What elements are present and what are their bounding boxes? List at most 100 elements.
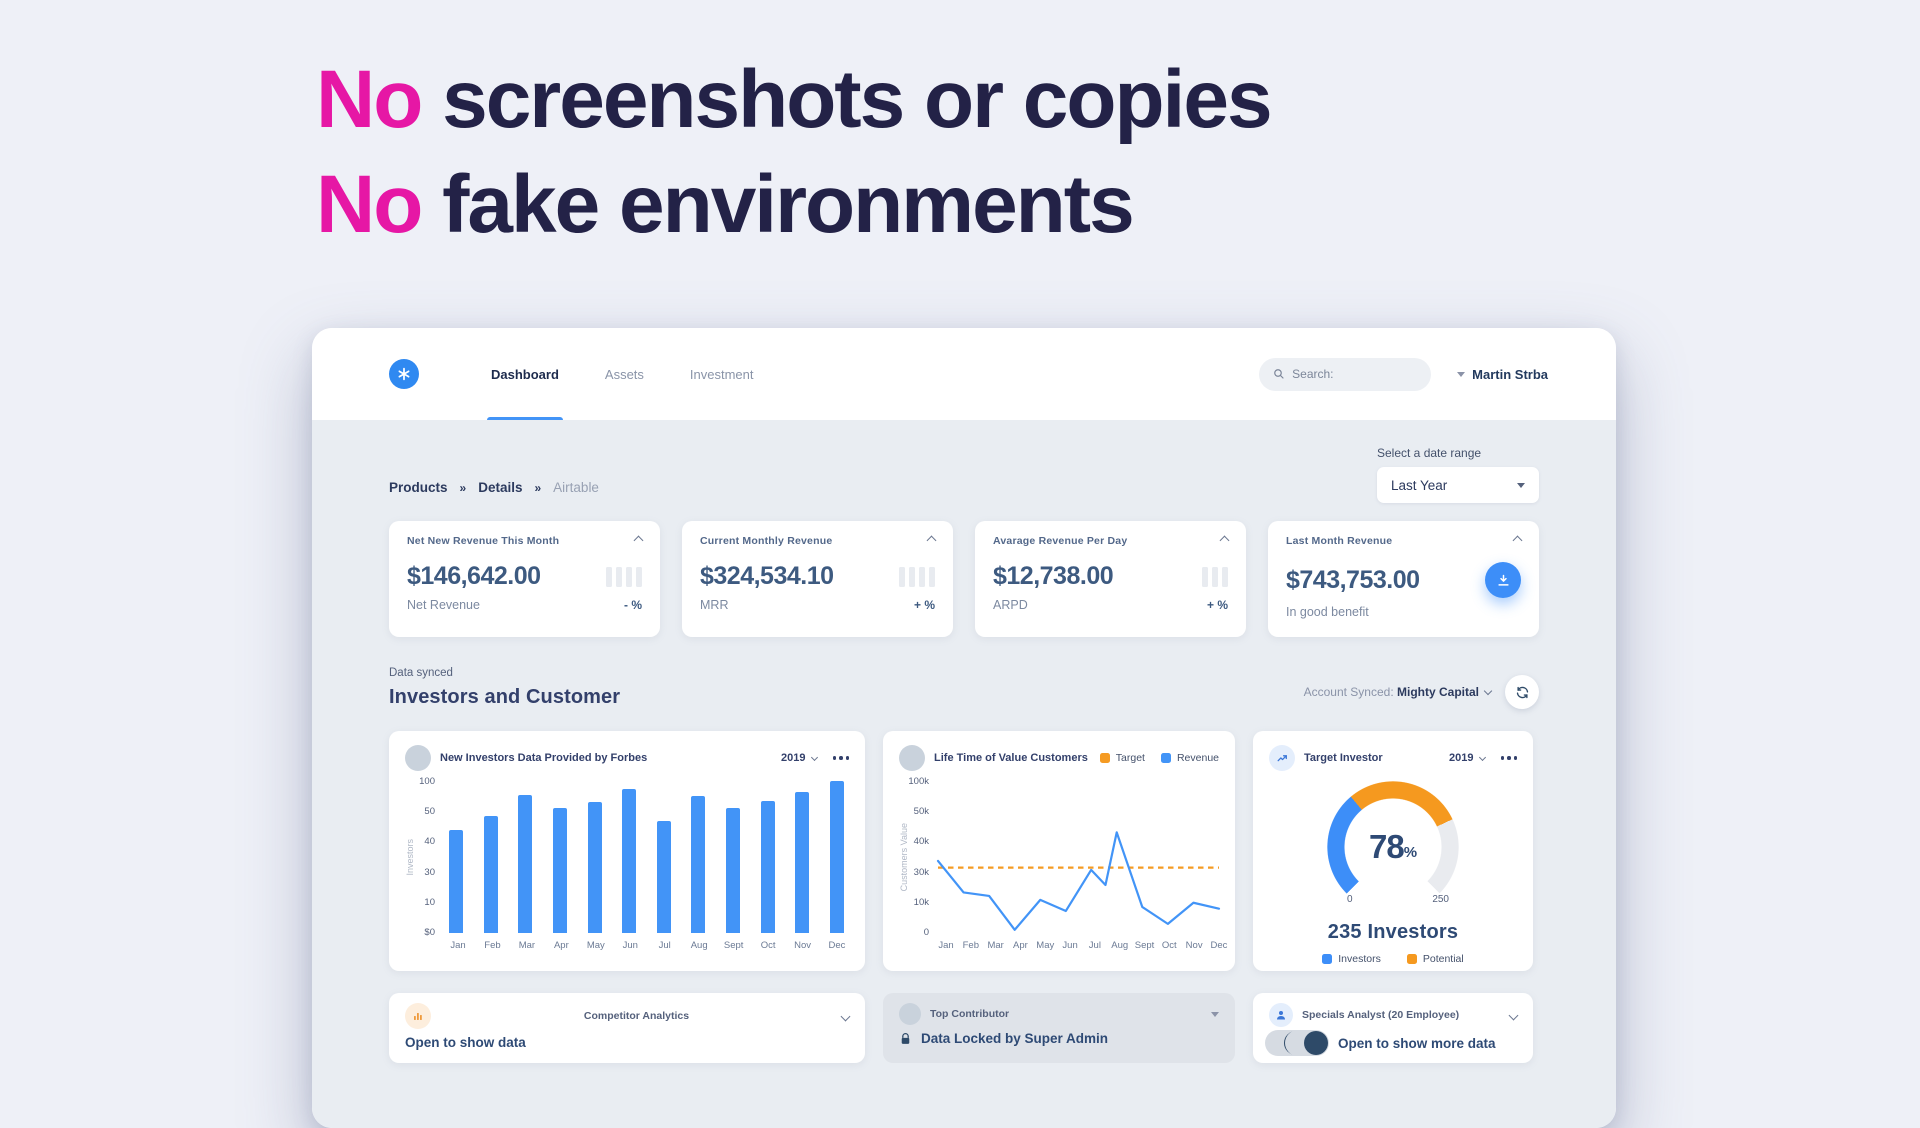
bar-chart-y-ticks: 100 50 40 30 10 $0 [419,775,435,939]
date-range-select[interactable]: Last Year [1377,467,1539,503]
accordion-body-text: Open to show more data [1338,1035,1496,1051]
accordion-body: Data Locked by Super Admin [899,1031,1219,1046]
bar-chart-year-select[interactable]: 2019 [781,752,818,764]
bar [483,815,498,933]
gauge-min-label: 0 [1347,894,1353,905]
gauge-center: 78 % [1327,781,1459,913]
more-menu-icon[interactable] [832,756,849,760]
investors-swatch [1322,954,1333,964]
potential-swatch [1406,954,1417,964]
stat-card-net-new-revenue: Net New Revenue This Month $146,642.00 N… [389,521,660,637]
spark-bars-icon [606,566,642,587]
legend-item-investors: Investors [1322,953,1381,965]
accordion-body: Open to show more data [1265,1030,1517,1056]
line-chart-plot [938,781,1219,933]
chevron-down-icon [1478,753,1486,761]
target-swatch [1099,753,1110,763]
breadcrumb: Products » Details » Airtable [389,480,599,503]
account-synced-value: Mighty Capital [1396,685,1479,699]
user-menu[interactable]: Martin Strba [1457,367,1548,382]
accordion-top-contributor[interactable]: Top Contributor Data Locked by Super Adm… [883,993,1235,1063]
gauge-value: 78 [1368,828,1405,865]
stat-delta: + % [913,598,935,612]
bar-chart-title: New Investors Data Provided by Forbes [440,752,648,764]
section-eyebrow: Data synced [389,667,453,679]
gauge-year-select[interactable]: 2019 [1449,752,1486,764]
line-chart-title: Life Time of Value Customers [934,752,1088,764]
section-titles: Data synced Investors and Customer [389,667,620,709]
bar-chart-year: 2019 [781,752,806,764]
date-range-value: Last Year [1391,477,1448,493]
line-chart-header: Life Time of Value Customers Target Reve… [899,745,1219,771]
gauge: 78 % 0 250 [1327,781,1459,913]
bar [760,800,775,933]
user-name: Martin Strba [1472,366,1548,382]
chevron-down-icon [1517,482,1525,488]
accordion-body: Open to show data [405,1035,849,1050]
chevron-down-icon [810,753,818,761]
breadcrumb-details[interactable]: Details [478,480,523,495]
x-label: May [586,940,605,951]
stat-sub: In good benefit [1286,605,1369,619]
bar-chart-card: New Investors Data Provided by Forbes 20… [389,731,865,971]
stat-value: $146,642.00 [407,562,541,590]
accordion-specials-analyst[interactable]: Specials Analyst (20 Employee) Open to s… [1253,993,1533,1063]
customers-avatar [899,745,925,771]
x-label: Oct [760,940,776,951]
app-logo-icon[interactable] [389,359,419,389]
bar [518,794,533,933]
x-label: Jun [622,940,638,951]
stat-sub: MRR [700,598,729,612]
account-synced-text[interactable]: Account Synced: Mighty Capital [1303,685,1493,699]
accordion-competitor-analytics[interactable]: Competitor Analytics Open to show data [389,993,865,1063]
more-menu-icon[interactable] [1500,756,1517,760]
breadcrumb-products[interactable]: Products [389,480,448,495]
nav-tabs: Dashboard Assets Investment [487,328,754,420]
gauge-title: Target Investor [1304,752,1383,764]
gauge-header: Target Investor 2019 [1269,745,1517,771]
line-chart-x-labels: Jan Feb Mar Apr May Jun Jul Aug Sept Oct Nov Dec [938,940,1228,951]
account-synced-label: Account Synced: [1303,685,1397,699]
bar-chart-bars [444,781,849,933]
date-range-block: Select a date range Last Year [1377,446,1539,503]
bar [726,808,740,933]
line-chart-y-ticks: 100k 50k 40k 30k 10k 0 [908,775,929,939]
stat-value: $743,753.00 [1286,565,1420,594]
search-input[interactable]: Search: [1259,357,1432,391]
stat-sub: ARPD [993,598,1028,612]
stat-value: $324,534.10 [700,562,834,590]
hero-no-2: No [316,158,423,250]
download-button[interactable] [1485,562,1521,598]
gauge-chart-card: Target Investor 2019 78 % 0 250 235 Inve… [1253,731,1533,971]
gauge-ring [1327,781,1459,913]
stat-sub: Net Revenue [407,598,480,612]
bar-chart-plot [444,781,849,933]
forbes-avatar [405,745,431,771]
x-label: Dec [828,940,846,951]
tab-assets-label: Assets [604,366,644,382]
tab-assets[interactable]: Assets [605,328,644,420]
toggle-switches[interactable] [1265,1030,1329,1056]
date-range-label: Select a date range [1377,446,1482,460]
search-placeholder: Search: [1292,367,1334,381]
person-icon [1269,1003,1293,1027]
x-label: Nov [794,940,811,951]
accordion-header: Top Contributor [899,1003,1219,1025]
x-label: Sept [723,940,744,951]
stat-title: Net New Revenue This Month [407,535,560,547]
bar-chart-icon [405,1003,431,1029]
bar [691,796,706,933]
bar-chart-ylabel: Investors [405,838,415,876]
accordion-body-text: Data Locked by Super Admin [921,1031,1109,1046]
tab-investment[interactable]: Investment [690,328,754,420]
bar-chart-x-labels: Jan Feb Mar Apr May Jun Jul Aug Sept Oct Nov Dec [446,940,849,951]
tab-dashboard[interactable]: Dashboard [487,328,563,420]
chevron-down-icon [1211,1011,1219,1017]
hero-headline: No screenshots or copies No fake environ… [316,48,1273,258]
tab-dashboard-label: Dashboard [491,366,559,382]
refresh-button[interactable] [1505,675,1539,709]
stat-card-last-month-revenue: Last Month Revenue $743,753.00 In good b… [1268,521,1539,637]
x-label: Apr [553,940,569,951]
gauge-year: 2019 [1449,752,1474,764]
accordions-row: Competitor Analytics Open to show data T… [389,993,1539,1063]
